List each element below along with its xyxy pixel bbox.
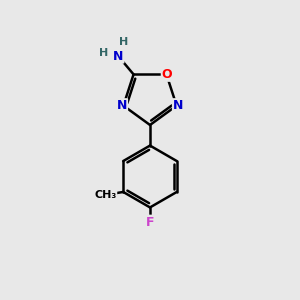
Text: O: O <box>162 68 172 81</box>
Text: F: F <box>146 216 154 229</box>
Text: H: H <box>99 48 108 58</box>
Text: N: N <box>113 50 123 63</box>
Text: N: N <box>173 99 183 112</box>
Text: H: H <box>119 37 128 47</box>
Text: N: N <box>117 99 127 112</box>
Text: CH₃: CH₃ <box>94 190 117 200</box>
